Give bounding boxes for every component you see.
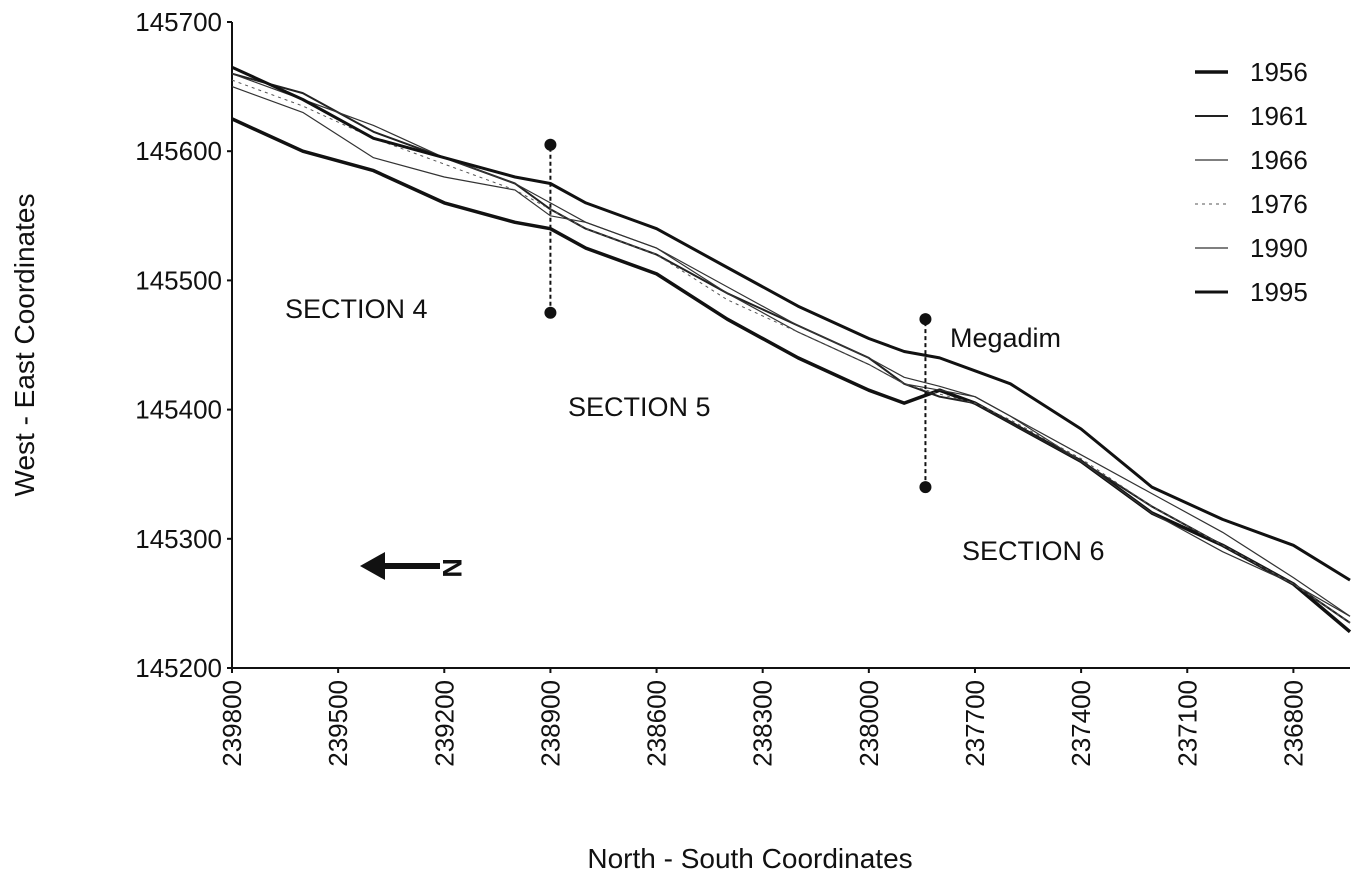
annotation: Megadim — [950, 323, 1061, 353]
x-tick-label: 238000 — [854, 680, 884, 767]
y-tick-label: 145600 — [135, 136, 222, 166]
marker-dot — [919, 313, 932, 326]
marker-dot — [544, 138, 557, 151]
annotation: SECTION 4 — [285, 294, 428, 324]
y-tick-label: 145400 — [135, 395, 222, 425]
series-line — [231, 86, 1351, 617]
legend-label: 1961 — [1250, 101, 1308, 131]
series-line — [231, 73, 1351, 617]
series-line — [231, 72, 1351, 624]
annotation: SECTION 5 — [568, 392, 711, 422]
legend-label: 1990 — [1250, 233, 1308, 263]
x-tick-label: 238600 — [642, 680, 672, 767]
x-tick-label: 236800 — [1278, 680, 1308, 767]
legend-label: 1966 — [1250, 145, 1308, 175]
series-line — [231, 79, 1351, 624]
legend-label: 1995 — [1250, 277, 1308, 307]
x-tick-label: 237700 — [960, 680, 990, 767]
y-tick-label: 145700 — [135, 7, 222, 37]
x-tick-label: 238900 — [535, 680, 565, 767]
north-arrow — [360, 552, 440, 580]
marker-dot — [919, 481, 932, 494]
x-tick-label: 237100 — [1172, 680, 1202, 767]
x-axis-title: North - South Coordinates — [587, 843, 912, 874]
y-tick-label: 145200 — [135, 653, 222, 683]
y-axis-title: West - East Coordinates — [9, 194, 40, 497]
y-tick-label: 145500 — [135, 265, 222, 295]
annotation: N — [437, 558, 467, 578]
annotation: SECTION 6 — [962, 536, 1105, 566]
x-tick-label: 239200 — [429, 680, 459, 767]
y-tick-label: 145300 — [135, 524, 222, 554]
legend-label: 1976 — [1250, 189, 1308, 219]
x-tick-label: 238300 — [748, 680, 778, 767]
series-line — [231, 65, 1351, 582]
x-tick-label: 239500 — [323, 680, 353, 767]
series-line — [231, 117, 1352, 634]
x-tick-label: 237400 — [1066, 680, 1096, 767]
x-tick-label: 239800 — [217, 680, 247, 767]
legend-label: 1956 — [1250, 57, 1308, 87]
marker-dot — [544, 306, 557, 319]
